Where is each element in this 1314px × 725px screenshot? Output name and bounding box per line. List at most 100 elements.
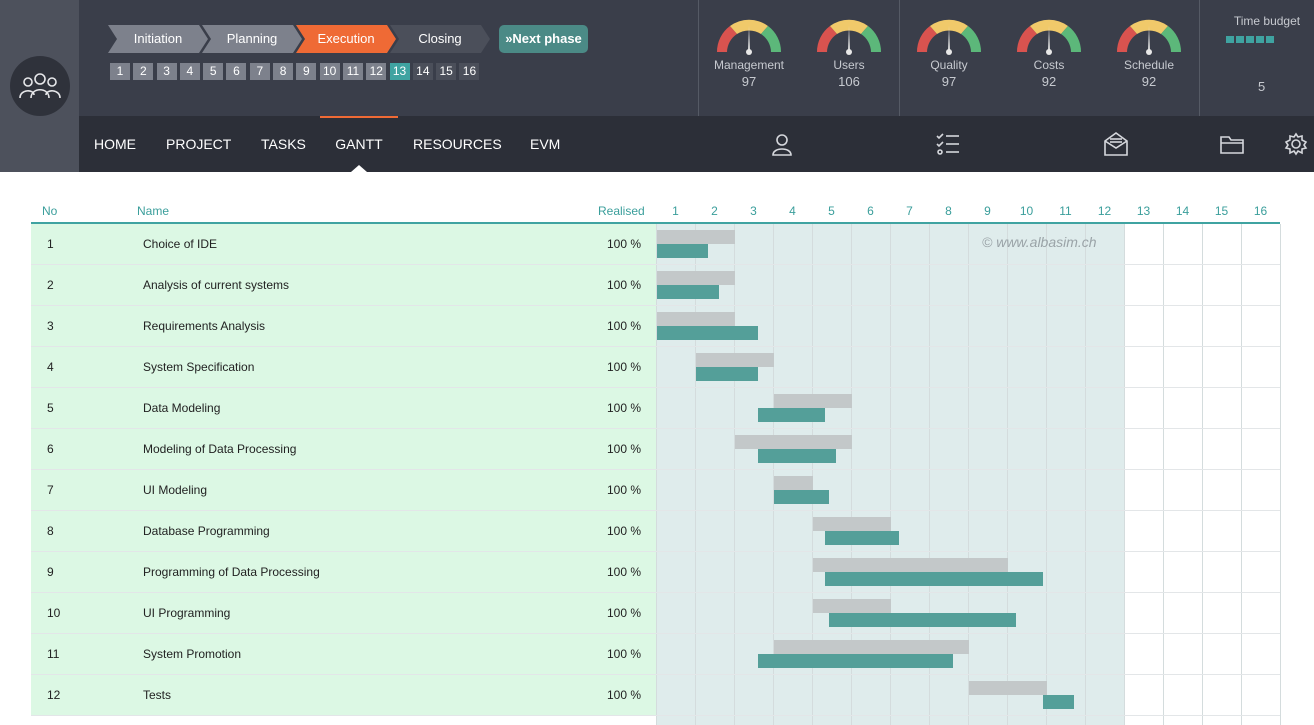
task-realised: 100 % bbox=[607, 524, 642, 538]
week-15[interactable]: 15 bbox=[436, 63, 457, 80]
gauge-management[interactable]: Management 97 bbox=[709, 12, 789, 89]
table-row[interactable]: 10 UI Programming 100 % bbox=[31, 593, 1280, 634]
realised-bar[interactable] bbox=[824, 531, 899, 545]
realised-bar[interactable] bbox=[696, 367, 759, 381]
planned-bar[interactable] bbox=[813, 599, 891, 613]
week-8[interactable]: 8 bbox=[273, 63, 294, 80]
task-realised: 100 % bbox=[607, 565, 642, 579]
gauge-quality[interactable]: Quality 97 bbox=[909, 12, 989, 89]
table-row[interactable]: 8 Database Programming 100 % bbox=[31, 511, 1280, 552]
realised-bar[interactable] bbox=[657, 285, 720, 299]
gauge-label: Costs bbox=[1033, 58, 1065, 72]
phase-closing[interactable]: Closing bbox=[390, 25, 490, 53]
time-budget-bar bbox=[1226, 36, 1276, 43]
planned-bar[interactable] bbox=[735, 435, 852, 449]
week-4[interactable]: 4 bbox=[179, 63, 200, 80]
table-row[interactable]: 7 UI Modeling 100 % bbox=[31, 470, 1280, 511]
week-6[interactable]: 6 bbox=[226, 63, 247, 80]
time-budget-value: 5 bbox=[1258, 79, 1266, 94]
col-header-realised[interactable]: Realised bbox=[598, 204, 645, 218]
realised-bar[interactable] bbox=[657, 244, 708, 258]
week-12[interactable]: 12 bbox=[366, 63, 387, 80]
week-1[interactable]: 1 bbox=[110, 63, 130, 80]
phase-execution[interactable]: Execution bbox=[296, 25, 396, 53]
nav-project[interactable]: PROJECT bbox=[166, 136, 232, 152]
planned-bar[interactable] bbox=[813, 558, 1008, 572]
next-phase-button[interactable]: »Next phase bbox=[499, 25, 588, 53]
planned-bar[interactable] bbox=[657, 312, 735, 326]
divider bbox=[1199, 0, 1200, 172]
phase-planning[interactable]: Planning bbox=[202, 25, 302, 53]
planned-bar[interactable] bbox=[774, 476, 813, 490]
week-9[interactable]: 9 bbox=[296, 63, 317, 80]
task-realised: 100 % bbox=[607, 606, 642, 620]
task-no: 5 bbox=[47, 401, 54, 415]
phase-initiation[interactable]: Initiation bbox=[108, 25, 208, 53]
week-16[interactable]: 16 bbox=[459, 63, 480, 80]
row-info bbox=[31, 265, 656, 305]
folder-icon[interactable] bbox=[1219, 130, 1245, 158]
week-5[interactable]: 5 bbox=[203, 63, 224, 80]
col-header-name[interactable]: Name bbox=[137, 204, 170, 218]
month-header-9: 9 bbox=[984, 204, 991, 218]
realised-bar[interactable] bbox=[758, 449, 837, 463]
table-row[interactable]: 12 Tests 100 % bbox=[31, 675, 1280, 716]
realised-bar[interactable] bbox=[657, 326, 759, 340]
table-row[interactable]: 2 Analysis of current systems 100 % bbox=[31, 265, 1280, 306]
grid-line bbox=[1085, 224, 1086, 725]
nav-tasks[interactable]: TASKS bbox=[261, 136, 306, 152]
gauge-costs[interactable]: Costs 92 bbox=[1009, 12, 1089, 89]
planned-bar[interactable] bbox=[696, 353, 774, 367]
team-logo-icon[interactable] bbox=[10, 56, 70, 116]
task-realised: 100 % bbox=[607, 278, 642, 292]
task-realised: 100 % bbox=[607, 401, 642, 415]
planned-bar[interactable] bbox=[774, 640, 969, 654]
week-10[interactable]: 10 bbox=[319, 63, 340, 80]
nav-resources[interactable]: RESOURCES bbox=[413, 136, 502, 152]
time-budget-segment bbox=[1256, 36, 1264, 43]
week-3[interactable]: 3 bbox=[156, 63, 177, 80]
task-no: 3 bbox=[47, 319, 54, 333]
planned-bar[interactable] bbox=[774, 394, 852, 408]
planned-bar[interactable] bbox=[657, 230, 735, 244]
gauge-schedule[interactable]: Schedule 92 bbox=[1109, 12, 1189, 89]
table-row[interactable]: 1 Choice of IDE 100 % bbox=[31, 224, 1280, 265]
table-row[interactable]: 3 Requirements Analysis 100 % bbox=[31, 306, 1280, 347]
mail-icon[interactable] bbox=[1103, 130, 1129, 158]
table-row[interactable]: 5 Data Modeling 100 % bbox=[31, 388, 1280, 429]
col-header-no[interactable]: No bbox=[42, 204, 58, 218]
table-row[interactable]: 6 Modeling of Data Processing 100 % bbox=[31, 429, 1280, 470]
table-row[interactable]: 9 Programming of Data Processing 100 % bbox=[31, 552, 1280, 593]
time-budget-segment bbox=[1236, 36, 1244, 43]
user-icon[interactable] bbox=[769, 130, 795, 158]
week-11[interactable]: 11 bbox=[342, 63, 363, 80]
realised-bar[interactable] bbox=[758, 408, 825, 422]
checklist-icon[interactable] bbox=[935, 130, 961, 158]
week-14[interactable]: 14 bbox=[412, 63, 433, 80]
table-row[interactable]: 11 System Promotion 100 % bbox=[31, 634, 1280, 675]
month-header-6: 6 bbox=[867, 204, 874, 218]
gauge-users[interactable]: Users 106 bbox=[809, 12, 889, 89]
task-name: Modeling of Data Processing bbox=[143, 442, 297, 456]
nav-home[interactable]: HOME bbox=[94, 136, 136, 152]
table-row[interactable]: 4 System Specification 100 % bbox=[31, 347, 1280, 388]
realised-bar[interactable] bbox=[1043, 695, 1075, 709]
realised-bar[interactable] bbox=[774, 490, 829, 504]
realised-bar[interactable] bbox=[758, 654, 954, 668]
planned-bar[interactable] bbox=[813, 517, 891, 531]
week-7[interactable]: 7 bbox=[249, 63, 270, 80]
planned-bar[interactable] bbox=[969, 681, 1047, 695]
realised-bar[interactable] bbox=[824, 572, 1044, 586]
nav-gantt[interactable]: GANTT bbox=[320, 116, 398, 172]
realised-bar[interactable] bbox=[828, 613, 1016, 627]
gantt-chart: No Name Realised 1 2 3 4 5 6 7 8 9 10 11 12 13 14 15 16… bbox=[31, 198, 1281, 725]
nav-evm[interactable]: EVM bbox=[530, 136, 561, 152]
row-info bbox=[31, 511, 656, 551]
week-13[interactable]: 13 bbox=[389, 63, 410, 80]
row-info bbox=[31, 306, 656, 346]
task-no: 9 bbox=[47, 565, 54, 579]
gear-icon[interactable] bbox=[1283, 130, 1309, 158]
grid-line bbox=[1007, 224, 1008, 725]
week-2[interactable]: 2 bbox=[133, 63, 154, 80]
planned-bar[interactable] bbox=[657, 271, 735, 285]
